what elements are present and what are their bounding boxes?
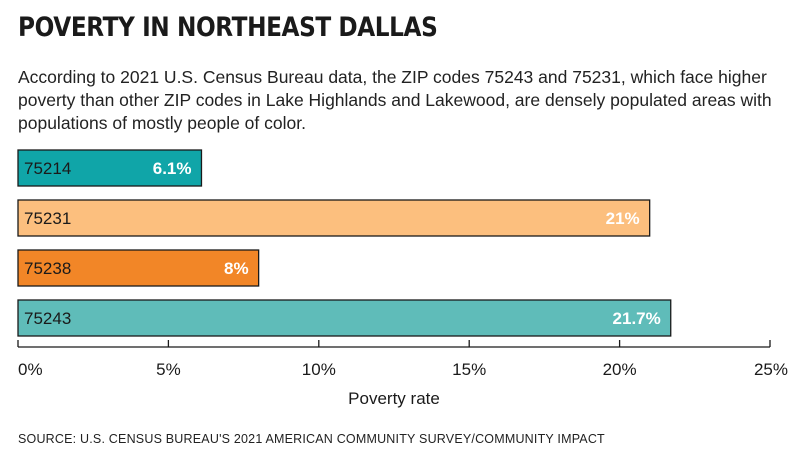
data-label: 6.1%: [153, 159, 192, 178]
x-tick-label: 10%: [302, 360, 336, 379]
category-label: 75243: [24, 309, 71, 328]
bar-75238: [17, 249, 260, 287]
chart-title: POVERTY IN NORTHEAST DALLAS: [18, 12, 438, 43]
bar-75214: [17, 149, 203, 187]
bar-75243: [17, 299, 672, 337]
x-tick-label: 20%: [603, 360, 637, 379]
x-tick-label: 25%: [754, 360, 788, 379]
source-note: SOURCE: U.S. CENSUS BUREAU'S 2021 AMERIC…: [18, 432, 605, 446]
category-label: 75231: [24, 209, 71, 228]
x-tick-label: 15%: [452, 360, 486, 379]
bar-75231: [17, 199, 651, 237]
data-label: 21.7%: [613, 309, 661, 328]
x-tick-label: 5%: [156, 360, 181, 379]
category-label: 75238: [24, 259, 71, 278]
x-tick-label: 0%: [18, 360, 43, 379]
category-label: 75214: [24, 159, 71, 178]
data-label: 8%: [224, 259, 249, 278]
x-axis-label: Poverty rate: [348, 389, 440, 408]
chart-subtitle: According to 2021 U.S. Census Bureau dat…: [18, 67, 772, 133]
data-label: 21%: [606, 209, 640, 228]
